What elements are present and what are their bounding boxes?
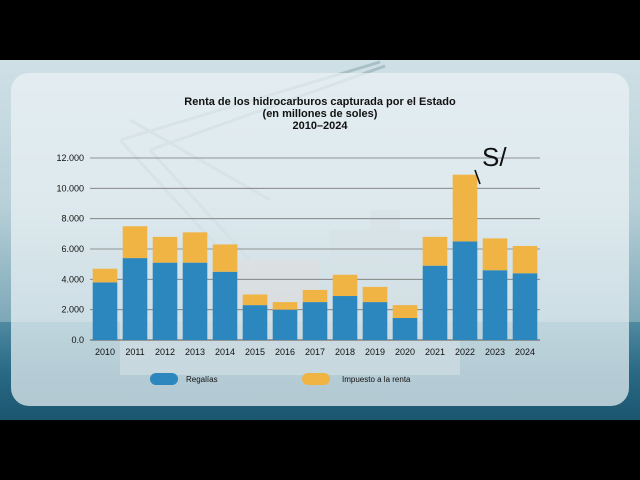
bar-regalias bbox=[302, 302, 328, 340]
x-tick-label: 2015 bbox=[245, 347, 265, 357]
x-tick-label: 2010 bbox=[95, 347, 115, 357]
bar-impuesto-renta bbox=[512, 245, 538, 274]
bar-impuesto-renta bbox=[152, 236, 178, 263]
y-tick-label: 6.000 bbox=[61, 244, 84, 254]
y-tick-label: 12.000 bbox=[56, 153, 84, 163]
bar-regalias bbox=[422, 265, 448, 340]
bar-impuesto-renta bbox=[362, 286, 388, 303]
chart-subtitle-period: 2010–2024 bbox=[292, 120, 348, 132]
bar-impuesto-renta bbox=[482, 238, 508, 271]
bar-regalias bbox=[242, 305, 268, 340]
chart-title: Renta de los hidrocarburos capturada por… bbox=[184, 96, 456, 108]
x-tick-label: 2011 bbox=[125, 347, 144, 357]
x-tick-label: 2012 bbox=[155, 347, 175, 357]
bar-regalias bbox=[122, 258, 148, 340]
bar-regalias bbox=[182, 262, 208, 340]
x-tick-label: 2022 bbox=[455, 347, 475, 357]
chart-panel bbox=[11, 73, 629, 406]
y-tick-label: 4.000 bbox=[61, 274, 84, 284]
bar-regalias bbox=[272, 309, 298, 340]
x-tick-label: 2021 bbox=[425, 347, 445, 357]
y-axis-tick-labels: 0.0 2.000 4.000 6.000 8.000 10.000 12.000 bbox=[56, 153, 84, 345]
chart-subtitle-units: (en millones de soles) bbox=[262, 108, 378, 120]
legend-label-regalias: Regalías bbox=[186, 375, 218, 384]
legend: Regalías Impuesto a la renta bbox=[150, 373, 411, 385]
y-tick-label: 0.0 bbox=[71, 335, 84, 345]
bar-regalias bbox=[92, 282, 118, 340]
x-tick-label: 2016 bbox=[275, 347, 295, 357]
bar-regalias bbox=[212, 271, 238, 340]
bar-impuesto-renta bbox=[302, 289, 328, 303]
bar-regalias bbox=[512, 273, 538, 340]
y-tick-label: 2.000 bbox=[61, 305, 84, 315]
x-tick-label: 2020 bbox=[395, 347, 415, 357]
x-tick-label: 2018 bbox=[335, 347, 355, 357]
x-tick-label: 2023 bbox=[485, 347, 505, 357]
y-tick-label: 10.000 bbox=[56, 183, 84, 193]
bar-regalias bbox=[362, 302, 388, 340]
legend-swatch-regalias bbox=[150, 373, 178, 385]
annotation-pointer-line bbox=[474, 169, 481, 185]
bar-impuesto-renta bbox=[182, 232, 208, 263]
x-tick-label: 2013 bbox=[185, 347, 205, 357]
bars bbox=[92, 174, 538, 340]
bar-impuesto-renta bbox=[122, 226, 148, 259]
bar-impuesto-renta bbox=[452, 174, 478, 242]
x-tick-label: 2019 bbox=[365, 347, 385, 357]
bar-impuesto-renta bbox=[92, 268, 118, 283]
bar-impuesto-renta bbox=[332, 274, 358, 297]
bar-regalias bbox=[332, 296, 358, 340]
bar-impuesto-renta bbox=[242, 294, 268, 306]
currency-annotation: S/ bbox=[474, 142, 507, 185]
bar-regalias bbox=[152, 262, 178, 340]
bar-impuesto-renta bbox=[272, 302, 298, 310]
x-tick-label: 2017 bbox=[305, 347, 325, 357]
bar-regalias bbox=[452, 241, 478, 340]
legend-swatch-impuesto bbox=[302, 373, 330, 385]
bar-impuesto-renta bbox=[392, 305, 418, 319]
x-tick-label: 2014 bbox=[215, 347, 235, 357]
currency-annotation-text: S/ bbox=[482, 142, 507, 172]
x-tick-label: 2024 bbox=[515, 347, 535, 357]
bar-regalias bbox=[482, 270, 508, 340]
y-tick-label: 8.000 bbox=[61, 214, 84, 224]
x-axis-tick-labels: 2010 2011 2012 2013 2014 2015 2016 2017 2018 2019… bbox=[95, 347, 535, 357]
legend-label-impuesto-renta: Impuesto a la renta bbox=[342, 375, 411, 384]
bar-impuesto-renta bbox=[212, 244, 238, 272]
bar-impuesto-renta bbox=[422, 236, 448, 266]
bar-regalias bbox=[392, 318, 418, 340]
